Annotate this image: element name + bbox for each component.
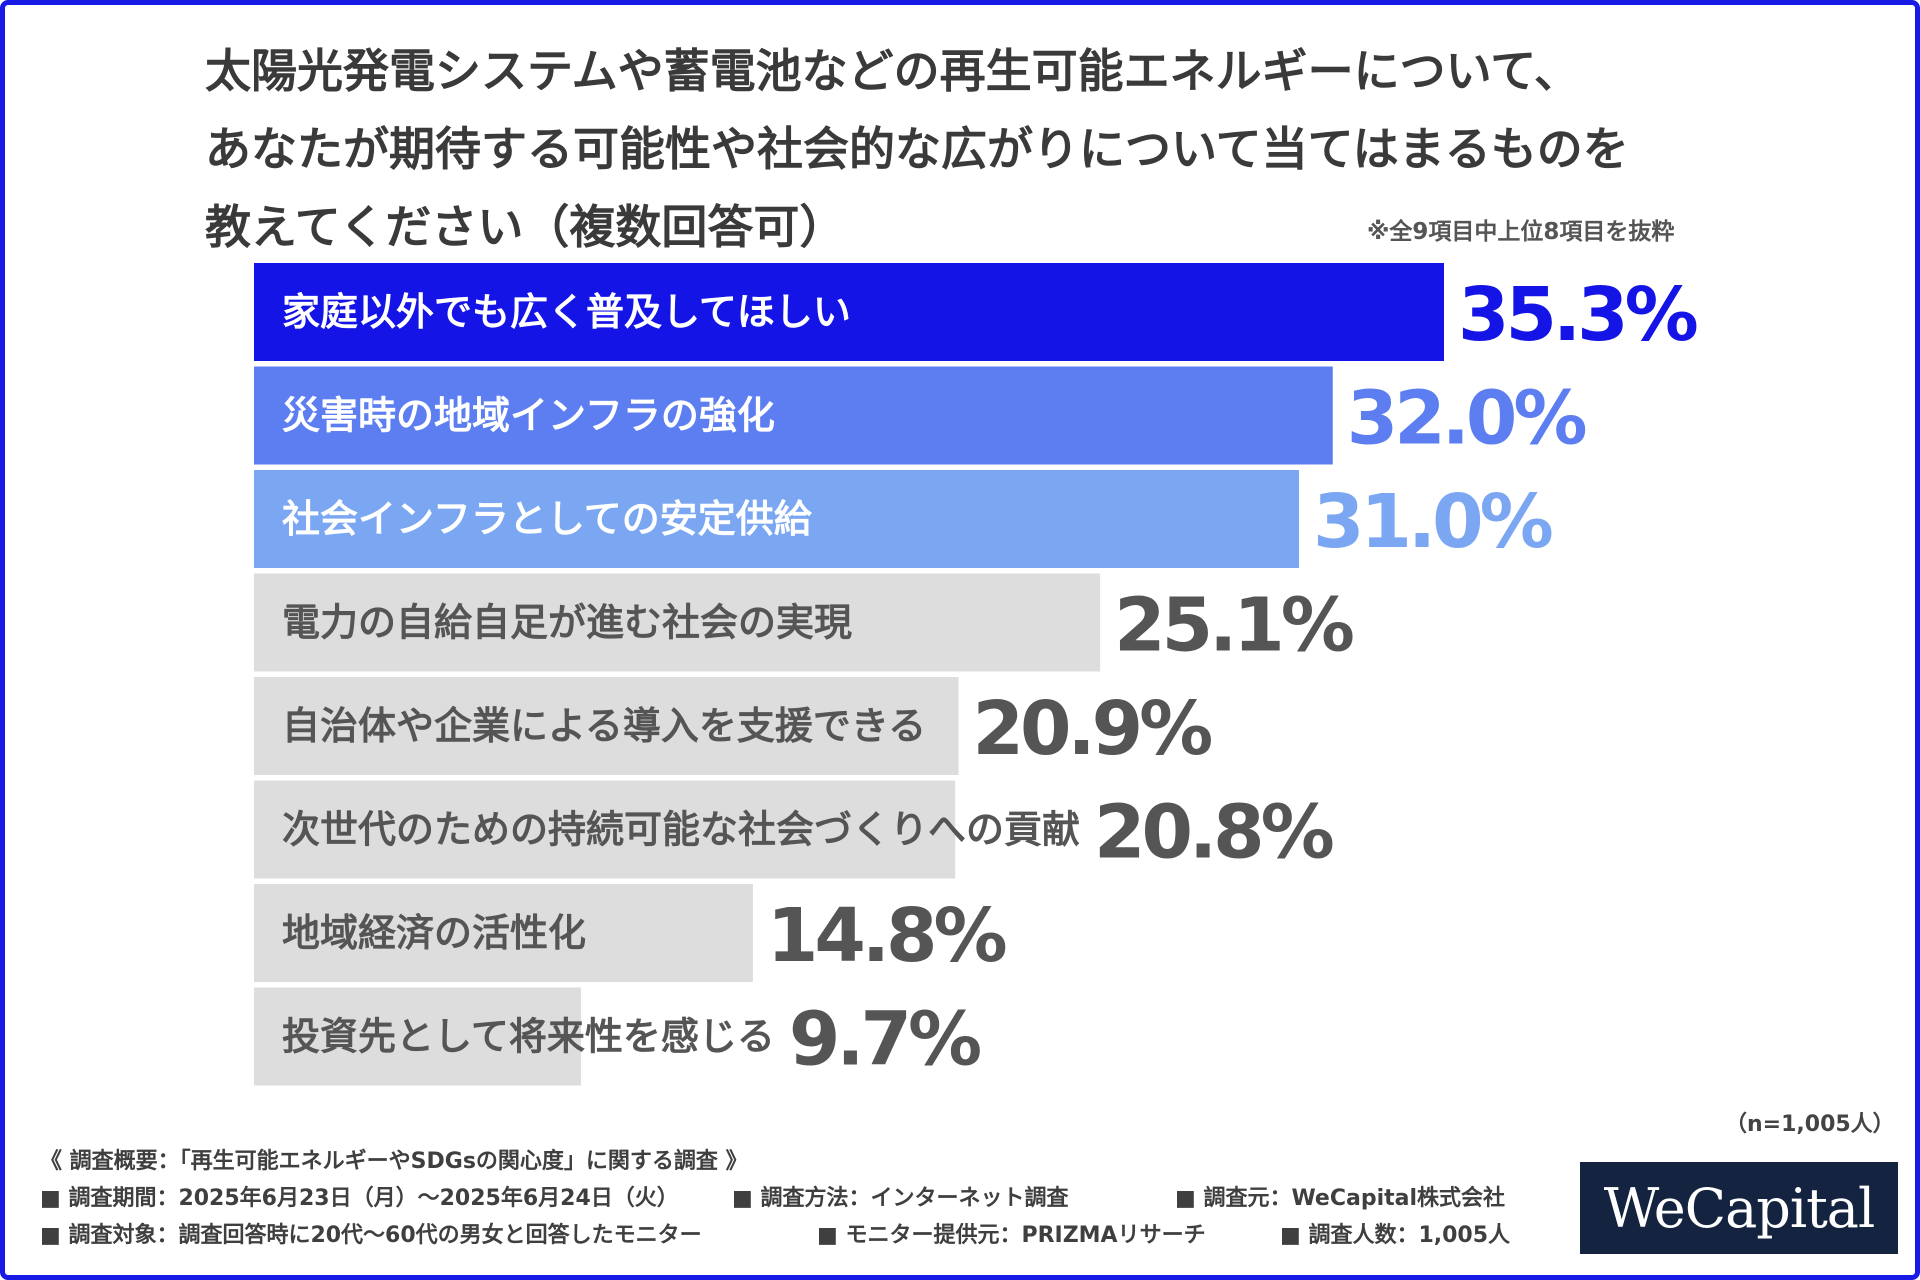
category-label-8: 投資先として将来性を感じる — [282, 1015, 775, 1059]
bar-1 — [254, 263, 1444, 361]
value-label-1: 35.3% — [1458, 272, 1697, 358]
category-label-3: 社会インフラとしての安定供給 — [282, 497, 813, 541]
value-label-5: 20.9% — [973, 686, 1212, 772]
survey-method: ■ 調査方法：インターネット調査 — [732, 1186, 1069, 1211]
wecapital-logo: WeCapital — [1580, 1162, 1898, 1254]
bar-3 — [254, 470, 1300, 568]
survey-count: ■ 調査人数：1,005人 — [1280, 1223, 1511, 1248]
category-label-1: 家庭以外でも広く普及してほしい — [282, 290, 851, 334]
title-line-2: あなたが期待する可能性や社会的な広がりについて当てはまるものを — [205, 122, 1629, 176]
category-label-5: 自治体や企業による導入を支援できる — [282, 704, 926, 748]
monitor-provider: ■ モニター提供元：PRIZMAリサーチ — [817, 1223, 1206, 1248]
survey-period: ■ 調査期間：2025年6月23日（月）〜2025年6月24日（火） — [40, 1186, 679, 1211]
bar-7 — [254, 884, 753, 982]
value-label-7: 14.8% — [767, 893, 1006, 979]
survey-heading: 《 調査概要：「再生可能エネルギーやSDGsの関心度」に関する調査 》 — [40, 1149, 748, 1174]
title-line-3: 教えてください（複数回答可） — [205, 200, 846, 254]
category-label-7: 地域経済の活性化 — [282, 911, 586, 955]
excerpt-note: ※全9項目中上位8項目を抜粋 — [1367, 219, 1675, 245]
survey-source: ■ 調査元：WeCapital株式会社 — [1175, 1186, 1506, 1211]
survey-target: ■ 調査対象：調査回答時に20代〜60代の男女と回答したモニター — [40, 1223, 702, 1248]
bar-2 — [254, 366, 1333, 465]
value-label-4: 25.1% — [1114, 583, 1353, 669]
category-label-4: 電力の自給自足が進む社会の実現 — [282, 601, 852, 645]
logo-text: WeCapital — [1603, 1176, 1876, 1240]
sample-size-label: （n=1,005人） — [1725, 1112, 1895, 1137]
value-label-8: 9.7% — [789, 997, 980, 1083]
title-line-1: 太陽光発電システムや蓄電池などの再生可能エネルギーについて、 — [205, 44, 1580, 98]
value-label-2: 32.0% — [1347, 376, 1586, 462]
category-label-6: 次世代のための持続可能な社会づくりへの貢献 — [282, 808, 1080, 852]
category-label-2: 災害時の地域インフラの強化 — [282, 394, 775, 438]
chart-title: 太陽光発電システムや蓄電池などの再生可能エネルギーについて、 あなたが期待する可… — [205, 32, 1765, 266]
bar-5 — [254, 677, 959, 775]
bar-6 — [254, 780, 956, 879]
value-label-3: 31.0% — [1313, 479, 1552, 565]
bar-8 — [254, 987, 581, 1086]
bar-4 — [254, 573, 1101, 672]
value-label-6: 20.8% — [1094, 790, 1333, 876]
